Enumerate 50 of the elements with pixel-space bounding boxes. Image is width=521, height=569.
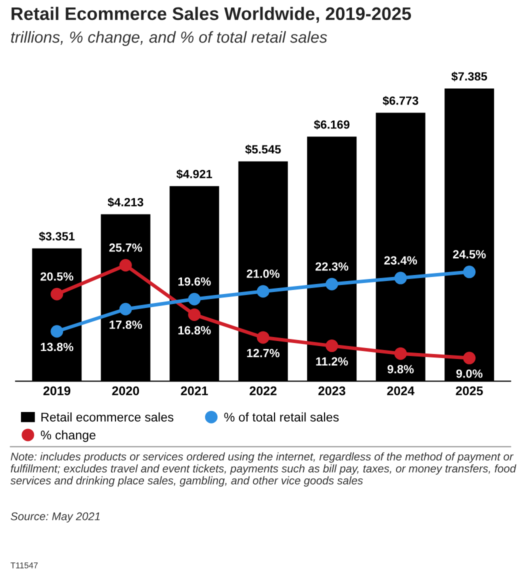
legend-label: Retail ecommerce sales [41,412,174,422]
x-tick-label: 2023 [318,386,346,396]
data-label: 22.3% [316,262,348,271]
point [188,308,201,321]
point [463,266,476,278]
data-label: 19.6% [178,277,211,286]
point [463,352,476,364]
data-label: 25.7% [109,243,142,252]
data-label: 21.0% [246,270,280,278]
data-label: 11.2% [316,357,348,366]
data-label: 9.0% [456,369,482,378]
x-tick-label: 2022 [250,386,277,396]
data-label: $7.385 [451,72,488,82]
point [326,278,338,290]
x-tick-label: 2025 [456,386,483,396]
text: T11547 [10,562,38,568]
data-label: 20.5% [40,272,74,281]
data-label: 13.8% [40,342,74,352]
data-label: $3.351 [38,232,75,242]
point [256,285,270,298]
chart-subtitle: trillions, % change, and % of total retail sales [11,31,328,46]
point [188,292,201,306]
point [394,272,407,284]
data-label: 17.8% [110,320,142,329]
data-label: 24.5% [453,250,486,258]
x-tick-label: 2024 [387,386,414,396]
legend-label: % change [40,430,96,442]
x-tick-label: 2019 [43,386,70,396]
data-label: 9.8% [388,365,414,374]
chart-title: Retail Ecommerce Sales Worldwide, 2019-2025 [12,6,412,23]
data-label: 16.8% [178,326,211,334]
data-label: 23.4% [384,256,418,265]
data-label: 12.7% [247,348,280,358]
data-label: $4.213 [108,197,144,208]
source-note: Source: May 2021 [10,512,100,522]
data-label: $5.545 [245,144,281,154]
point [119,302,132,316]
point [50,288,64,300]
data-label: $6.773 [382,96,418,106]
data-label: $4.921 [176,169,212,180]
text: Note: includes products or services ordered using the internet, regardless of the method of payment or fulfillment; excludes travel and event tickets, payments such as bill pay, taxes, or money transfers, food services and drinking place sales, gambling, and other vice goods sales [10,452,516,487]
x-tick-label: 2021 [180,386,208,396]
data-label: $6.169 [314,120,350,130]
point [256,331,270,344]
point [394,347,407,360]
legend-label: % of total retail sales [224,412,339,422]
point [50,325,64,338]
point [326,340,338,352]
x-tick-label: 2020 [112,386,140,396]
point [119,258,132,272]
